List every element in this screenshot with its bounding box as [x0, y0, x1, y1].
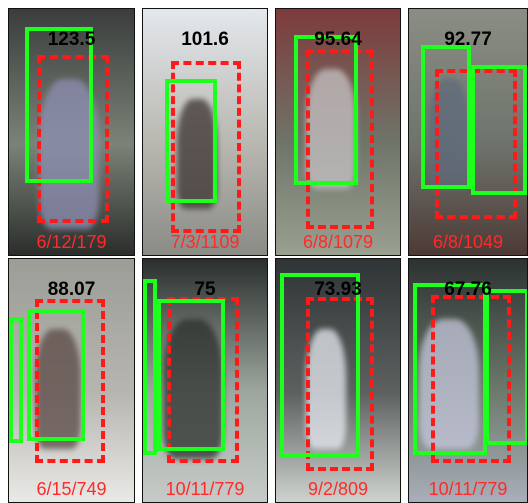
ground-truth-box: [35, 299, 105, 463]
pedestrian-figure: [306, 69, 356, 189]
ground-truth-box: [431, 295, 511, 463]
frame-id-label: 10/11/779: [428, 479, 508, 499]
pedestrian-figure: [163, 319, 223, 459]
ground-truth-box: [306, 49, 374, 229]
detection-box: [25, 27, 93, 183]
detection-box: [471, 65, 527, 195]
detection-panel: 75 10/11/779: [142, 258, 268, 503]
detection-box: [9, 317, 23, 443]
frame-id-label: 6/15/749: [36, 479, 107, 499]
detection-score: 88.07: [47, 279, 96, 300]
ground-truth-box: [171, 61, 241, 233]
detection-box: [157, 299, 225, 451]
detection-score: 73.93: [314, 279, 362, 300]
frame-id-label: 9/2/809: [307, 479, 369, 499]
detection-panel: 67.76 10/11/779: [408, 258, 528, 503]
detection-score: 123.5: [47, 29, 96, 50]
detection-score: 95.64: [314, 29, 362, 50]
detection-box: [294, 35, 358, 185]
frame-id-label: 7/3/1109: [170, 232, 240, 252]
ground-truth-box: [37, 55, 109, 223]
detection-box: [165, 79, 217, 203]
pedestrian-figure: [177, 99, 217, 209]
frame-id-label: 6/8/1079: [302, 232, 374, 252]
pedestrian-figure: [306, 329, 346, 449]
detection-score: 101.6: [181, 29, 229, 50]
detection-score: 75: [194, 279, 216, 300]
detection-box: [413, 283, 487, 455]
frame-id-label: 10/11/779: [165, 479, 245, 499]
frame-id-label: 6/8/1049: [432, 232, 504, 252]
ground-truth-box: [306, 297, 374, 471]
pedestrian-figure: [419, 319, 479, 449]
detection-box: [485, 289, 527, 445]
ground-truth-box: [435, 69, 517, 219]
pedestrian-figure: [35, 329, 81, 449]
detection-panel: 123.5 6/12/179: [8, 8, 135, 256]
detection-score: 92.77: [444, 29, 492, 50]
frame-id-label: 6/12/179: [36, 232, 107, 252]
detection-box: [27, 309, 85, 441]
detection-panel: 73.93 9/2/809: [275, 258, 401, 503]
detection-panel: 88.07 6/15/749: [8, 258, 135, 503]
detection-panel: 95.64 6/8/1079: [275, 8, 401, 256]
detection-score: 67.76: [444, 279, 492, 300]
detection-panel: 101.6 7/3/1109: [142, 8, 268, 256]
detection-box: [421, 45, 471, 189]
detection-box: [143, 279, 157, 455]
detection-panel: 92.77 6/8/1049: [408, 8, 528, 256]
detection-box: [280, 273, 360, 457]
